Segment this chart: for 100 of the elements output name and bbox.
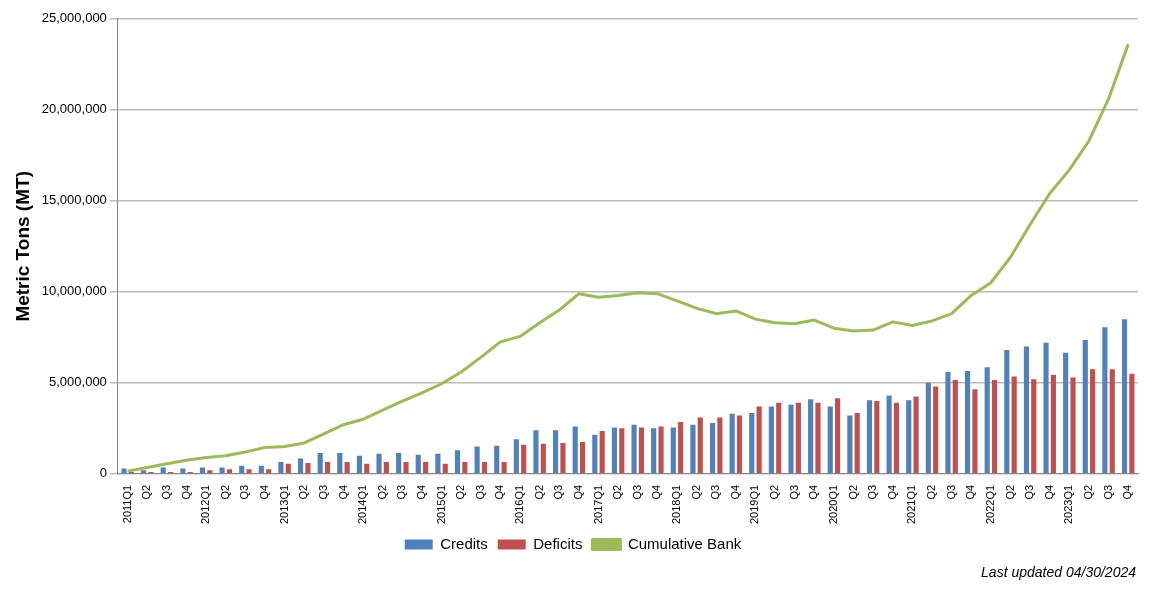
x-tick-label: 2016Q1 [513, 484, 526, 525]
x-tick-label: Q2 [218, 484, 231, 500]
y-tick-label: 15,000,000 [41, 192, 107, 208]
y-tick-label: 0 [99, 465, 107, 481]
x-tick-label: Q4 [414, 484, 427, 500]
bar [324, 462, 331, 474]
bar [199, 467, 206, 474]
bar [1109, 369, 1115, 474]
bar [454, 450, 461, 474]
bar [1050, 374, 1056, 474]
bar [1011, 376, 1017, 474]
x-tick-label: 2023Q1 [1062, 484, 1075, 525]
bar [285, 463, 291, 474]
x-tick-label: Q2 [297, 484, 310, 500]
bar [690, 424, 696, 474]
x-tick-label: Q3 [787, 484, 800, 500]
bar [141, 470, 147, 474]
bar [207, 470, 213, 474]
x-tick-label: 2020Q1 [826, 484, 839, 525]
bar [560, 442, 566, 474]
legend-label: Deficits [533, 534, 583, 552]
bar [462, 462, 468, 474]
x-tick-label: Q2 [454, 484, 467, 500]
bar [697, 417, 703, 474]
bar [121, 468, 127, 474]
bar [1031, 379, 1037, 474]
x-tick-label: Q2 [925, 484, 938, 500]
bar [717, 417, 723, 474]
bar [579, 442, 586, 474]
x-tick-label: Q4 [1121, 484, 1134, 500]
bar [396, 452, 402, 474]
y-tick-label: 10,000,000 [41, 283, 107, 299]
x-tick-label: Q3 [316, 484, 329, 500]
bar [670, 427, 676, 474]
bar [474, 446, 480, 474]
bar [317, 452, 323, 474]
x-tick-label: Q2 [768, 484, 781, 500]
x-tick-label: Q4 [1042, 484, 1055, 500]
x-tick-label: Q2 [846, 484, 859, 500]
bar [709, 422, 716, 474]
bar [874, 401, 880, 474]
x-tick-label: 2013Q1 [277, 484, 290, 525]
legend-label: Cumulative Bank [627, 534, 742, 552]
bar [1082, 340, 1088, 474]
x-tick-label: Q4 [807, 484, 820, 500]
y-tick-label: 5,000,000 [49, 374, 107, 390]
bar [553, 430, 559, 474]
x-tick-label: Q4 [493, 484, 506, 500]
x-tick-label: Q3 [395, 484, 408, 500]
bar [736, 415, 743, 474]
bar [638, 427, 644, 474]
bar [219, 467, 225, 474]
x-tick-label: Q4 [179, 484, 192, 500]
bar [611, 427, 618, 474]
bar [827, 406, 833, 474]
x-tick-label: 2014Q1 [356, 484, 369, 525]
bar [423, 462, 429, 474]
bar [521, 444, 527, 474]
bar [925, 382, 931, 474]
x-tick-label: Q4 [650, 484, 663, 500]
bar [501, 462, 507, 474]
bar [1023, 346, 1029, 474]
bar [984, 367, 990, 474]
legend-label: Credits [440, 534, 488, 552]
bar [356, 455, 362, 474]
bar [815, 402, 821, 474]
bar [913, 396, 919, 474]
x-tick-label: Q3 [866, 484, 879, 500]
bar [1063, 352, 1069, 474]
bar [678, 421, 684, 474]
bar [991, 380, 998, 474]
x-tick-label: 2019Q1 [748, 484, 761, 525]
bar [239, 465, 245, 474]
x-tick-label: Q3 [159, 484, 172, 500]
bar [893, 402, 900, 474]
bar [442, 463, 448, 474]
bar [933, 386, 939, 474]
bar [1129, 373, 1135, 474]
bar [756, 406, 762, 474]
bar [533, 430, 539, 474]
x-tick-label: Q2 [1003, 484, 1016, 500]
bar [776, 402, 782, 474]
bar [305, 462, 311, 474]
bar [651, 428, 657, 474]
bar [1043, 342, 1049, 474]
bar [945, 371, 951, 474]
bar [226, 469, 233, 474]
bar [383, 462, 389, 474]
x-tick-label: Q2 [532, 484, 545, 500]
bar [886, 395, 892, 474]
bar [906, 400, 912, 474]
bar [180, 468, 186, 474]
bar [972, 389, 978, 474]
bar [376, 453, 382, 474]
x-tick-label: Q2 [611, 484, 624, 500]
x-tick-label: Q4 [728, 484, 741, 500]
bar [258, 465, 264, 474]
bar [297, 458, 304, 474]
bar [481, 462, 488, 474]
y-axis-title: Metric Tons (MT) [11, 171, 33, 322]
